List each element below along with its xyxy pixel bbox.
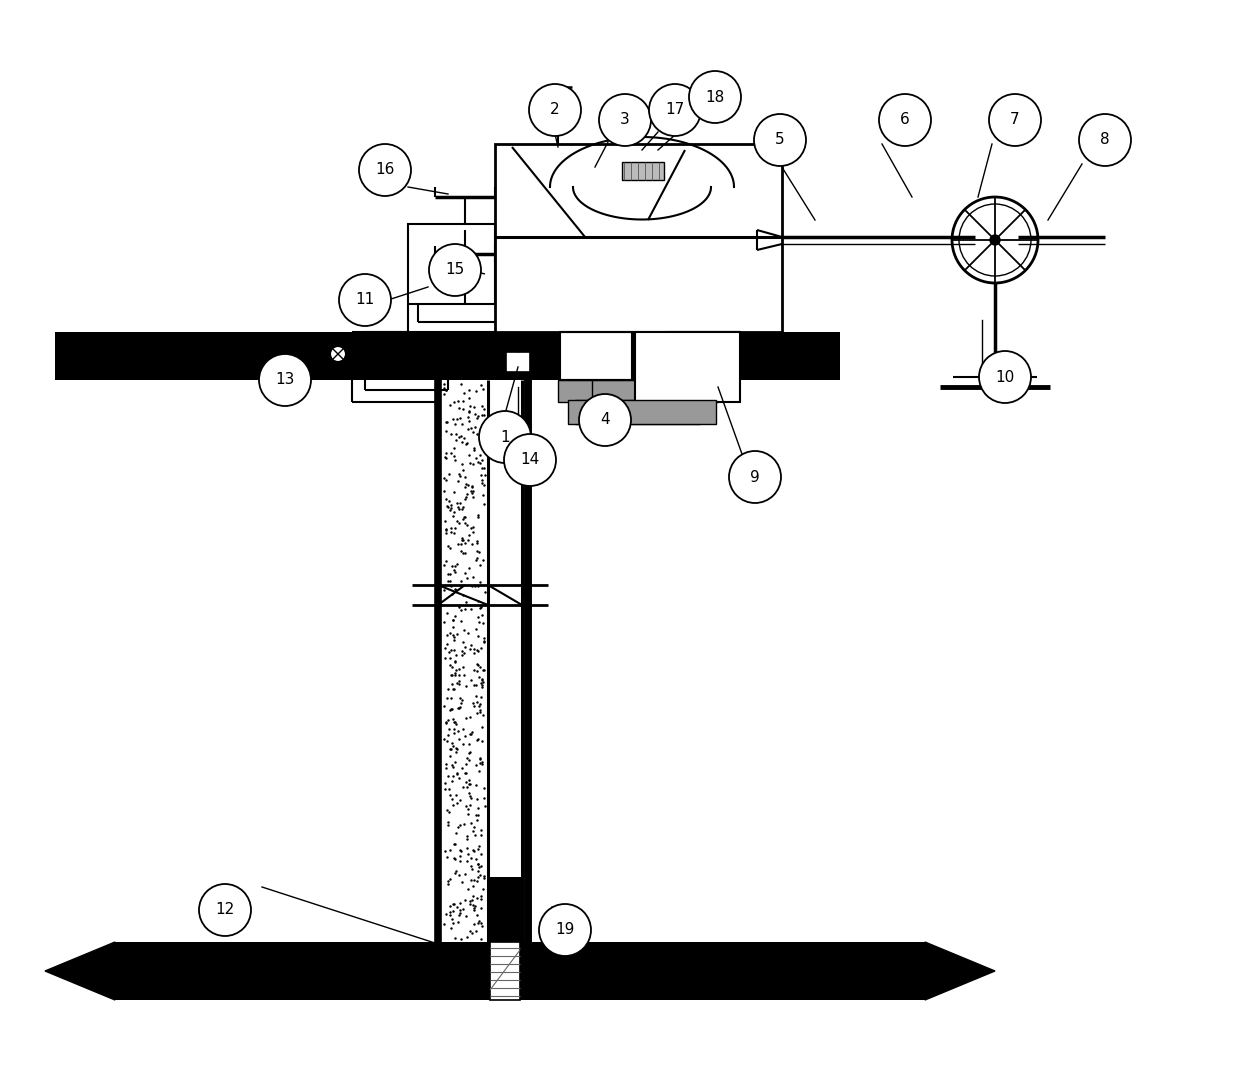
Circle shape bbox=[980, 351, 1030, 403]
Text: 4: 4 bbox=[600, 413, 610, 427]
Text: 6: 6 bbox=[900, 112, 910, 128]
Circle shape bbox=[529, 84, 582, 136]
Circle shape bbox=[990, 94, 1042, 146]
Bar bbox=[568, 400, 715, 424]
Text: 9: 9 bbox=[750, 470, 760, 485]
Text: 19: 19 bbox=[556, 923, 574, 938]
Circle shape bbox=[339, 274, 391, 327]
Circle shape bbox=[429, 244, 481, 296]
Circle shape bbox=[479, 411, 531, 463]
Circle shape bbox=[689, 71, 742, 123]
Text: 10: 10 bbox=[996, 369, 1014, 384]
Bar bbox=[575, 400, 701, 424]
Circle shape bbox=[503, 434, 556, 486]
Bar bbox=[560, 332, 632, 380]
Text: 16: 16 bbox=[376, 163, 394, 178]
Circle shape bbox=[649, 84, 701, 136]
Text: 17: 17 bbox=[666, 103, 684, 118]
Circle shape bbox=[1079, 114, 1131, 166]
Circle shape bbox=[879, 94, 931, 146]
Polygon shape bbox=[45, 942, 115, 1000]
Bar bbox=[490, 942, 520, 1000]
Bar bbox=[489, 877, 522, 942]
Circle shape bbox=[360, 144, 410, 195]
Circle shape bbox=[754, 114, 806, 166]
Circle shape bbox=[198, 885, 250, 936]
Text: 12: 12 bbox=[216, 902, 234, 917]
Bar bbox=[635, 332, 740, 402]
Text: 13: 13 bbox=[275, 372, 295, 388]
Text: 1: 1 bbox=[500, 429, 510, 444]
Text: 8: 8 bbox=[1100, 132, 1110, 147]
Circle shape bbox=[729, 451, 781, 503]
Circle shape bbox=[330, 346, 346, 363]
Text: 15: 15 bbox=[445, 262, 465, 277]
Text: 5: 5 bbox=[775, 132, 785, 147]
Bar bbox=[506, 352, 529, 372]
Circle shape bbox=[990, 235, 999, 245]
Bar bbox=[668, 332, 740, 380]
Text: 18: 18 bbox=[706, 90, 724, 105]
Text: 14: 14 bbox=[521, 452, 539, 467]
Bar bbox=[495, 144, 782, 332]
Text: 2: 2 bbox=[551, 103, 559, 118]
Bar bbox=[408, 224, 495, 304]
Circle shape bbox=[259, 354, 311, 406]
Bar bbox=[55, 332, 839, 380]
Bar bbox=[622, 162, 663, 180]
Circle shape bbox=[579, 394, 631, 446]
Text: 11: 11 bbox=[356, 293, 374, 308]
Text: 3: 3 bbox=[620, 112, 630, 128]
Circle shape bbox=[539, 904, 591, 956]
Polygon shape bbox=[925, 942, 994, 1000]
Bar bbox=[558, 380, 718, 402]
Text: 7: 7 bbox=[1011, 112, 1019, 128]
Circle shape bbox=[599, 94, 651, 146]
Bar bbox=[115, 942, 925, 1000]
